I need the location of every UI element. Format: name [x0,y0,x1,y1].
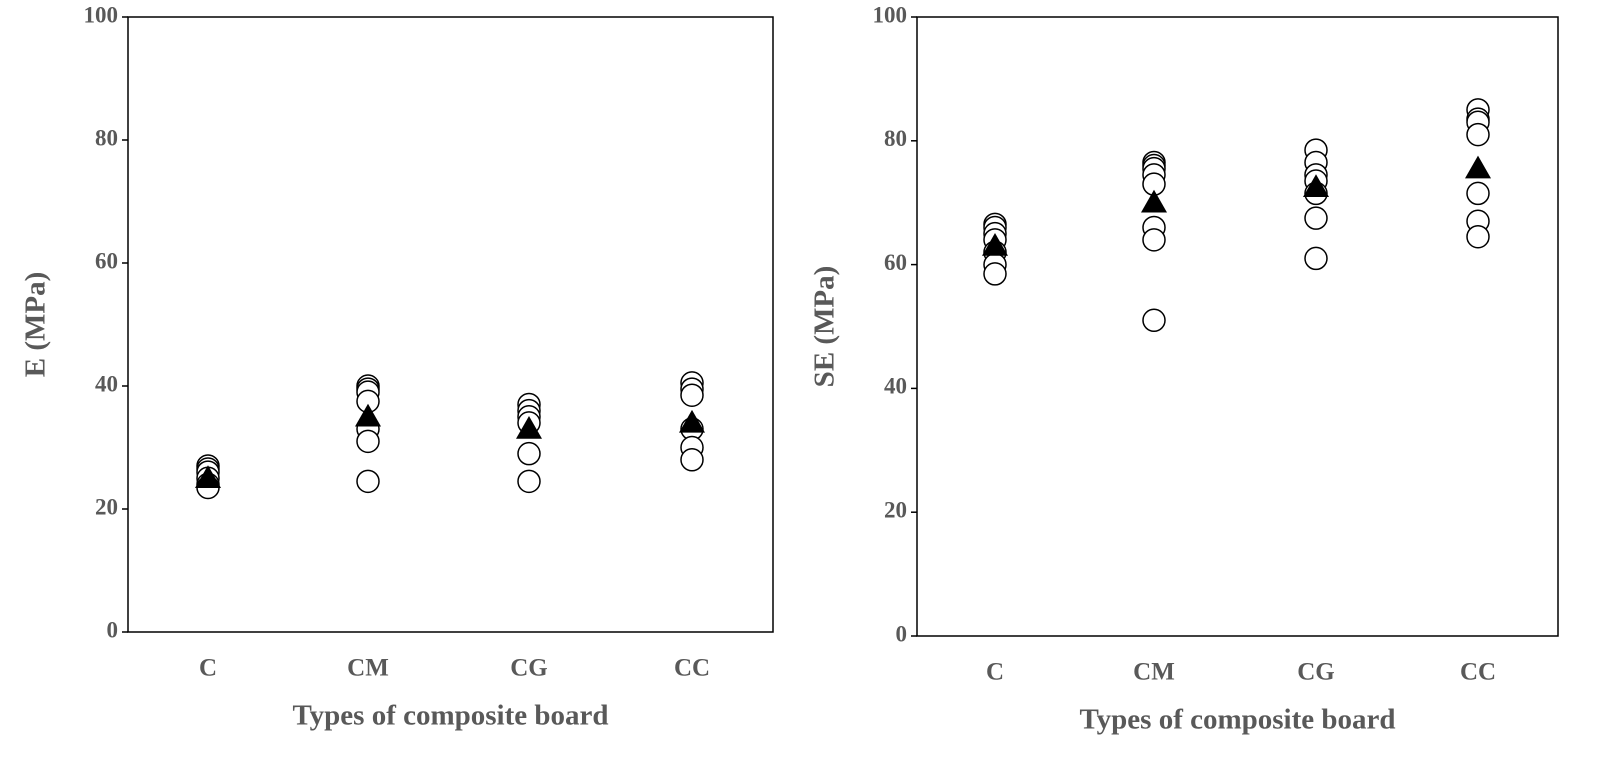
plot-frame [127,16,774,633]
x-tick-label: C [986,659,1004,686]
data-point [983,262,1007,286]
mean-marker [195,465,221,488]
y-tick-label: 100 [84,2,119,27]
data-point [1142,308,1166,333]
x-tick-label: CM [347,655,389,682]
data-point [517,441,541,466]
data-point [680,383,704,407]
y-tick-label: 60 [884,250,907,275]
y-axis-title: E (MPa) [20,272,52,378]
x-tick-label: CG [510,655,548,682]
mean-marker [1303,174,1329,197]
mean-marker [679,409,705,433]
plot-frame [916,16,1559,637]
data-point [517,469,541,494]
mean-marker [982,233,1008,256]
x-axis-title: Types of composite board [1079,704,1395,736]
x-tick-label: CG [1297,659,1335,686]
data-point [1466,122,1490,147]
y-tick-label: 40 [95,371,118,396]
data-point [356,429,380,454]
x-tick-label: CC [1460,659,1496,686]
x-tick-label: CM [1133,659,1175,686]
x-tick-label: C [199,655,217,682]
y-tick-label: 20 [884,497,907,522]
data-point [1304,246,1328,271]
y-tick-label: 0 [896,621,908,646]
data-point [680,448,704,472]
mean-marker [355,403,381,427]
data-point [1466,181,1490,206]
y-tick-label: 20 [95,494,118,519]
data-point [1466,224,1490,249]
y-tick-label: 0 [107,617,119,642]
mean-marker [516,416,542,439]
y-axis-title: SE (MPa) [809,266,841,388]
y-tick-label: 40 [884,374,907,399]
data-point [1142,228,1166,252]
data-point [1304,206,1328,230]
y-tick-label: 60 [95,248,118,273]
data-point [356,469,380,494]
mean-marker [1465,155,1491,179]
x-axis-title: Types of composite board [292,700,608,732]
mean-marker [1141,189,1167,213]
x-tick-label: CC [674,655,710,682]
y-tick-label: 100 [873,2,908,27]
y-tick-label: 80 [95,125,118,150]
y-tick-label: 80 [884,126,907,151]
